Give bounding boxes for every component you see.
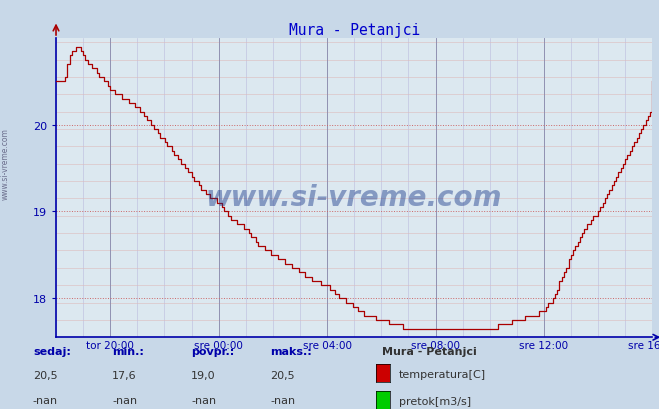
Text: sedaj:: sedaj: [33, 346, 71, 356]
Text: -nan: -nan [112, 395, 137, 405]
Text: 20,5: 20,5 [270, 371, 295, 380]
Text: min.:: min.: [112, 346, 144, 356]
Text: www.si-vreme.com: www.si-vreme.com [206, 183, 502, 211]
Text: -nan: -nan [270, 395, 295, 405]
Text: 19,0: 19,0 [191, 371, 215, 380]
Title: Mura - Petanjci: Mura - Petanjci [289, 23, 420, 38]
Text: -nan: -nan [191, 395, 216, 405]
Text: pretok[m3/s]: pretok[m3/s] [399, 396, 471, 406]
Text: -nan: -nan [33, 395, 58, 405]
Text: www.si-vreme.com: www.si-vreme.com [1, 128, 10, 200]
Text: 17,6: 17,6 [112, 371, 136, 380]
Text: povpr.:: povpr.: [191, 346, 235, 356]
Text: Mura - Petanjci: Mura - Petanjci [382, 346, 477, 356]
Text: maks.:: maks.: [270, 346, 312, 356]
Text: 20,5: 20,5 [33, 371, 57, 380]
Text: temperatura[C]: temperatura[C] [399, 369, 486, 379]
